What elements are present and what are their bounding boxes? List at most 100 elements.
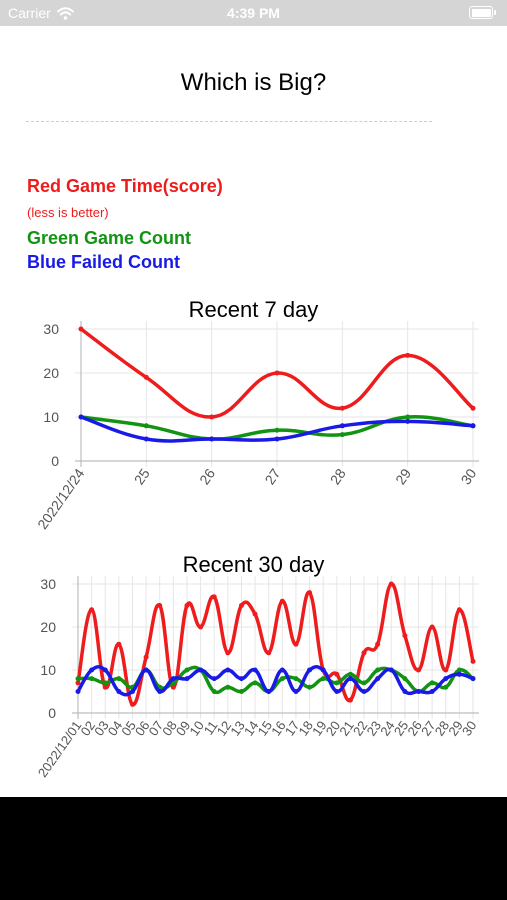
data-point xyxy=(116,689,122,694)
data-point xyxy=(225,684,231,690)
data-point xyxy=(416,667,422,673)
data-point xyxy=(89,667,95,673)
data-point xyxy=(184,603,190,608)
y-tick-label: 10 xyxy=(40,662,56,678)
data-point xyxy=(456,667,462,673)
data-point xyxy=(129,701,135,707)
data-point xyxy=(456,671,462,677)
data-point xyxy=(279,667,285,673)
y-tick-label: 0 xyxy=(51,453,59,469)
data-point xyxy=(211,594,217,600)
x-tick-label: 06 xyxy=(132,718,153,738)
status-right xyxy=(469,6,496,19)
data-point xyxy=(274,427,280,433)
data-point xyxy=(388,667,394,673)
y-tick-label: 0 xyxy=(48,705,56,721)
x-tick-label: 28 xyxy=(432,718,453,738)
data-point xyxy=(388,581,394,587)
data-point xyxy=(75,689,81,694)
x-tick-label: 21 xyxy=(336,718,357,738)
data-point xyxy=(339,405,345,411)
data-point xyxy=(279,676,285,682)
x-tick-label: 16 xyxy=(268,718,289,738)
y-tick-label: 20 xyxy=(40,619,56,635)
data-point xyxy=(225,650,231,656)
data-point xyxy=(320,676,326,682)
data-point xyxy=(143,423,149,429)
legend-blue-label: Blue Failed Count xyxy=(27,252,180,272)
data-point xyxy=(143,667,149,673)
data-point xyxy=(198,667,204,673)
x-tick-label: 2022/12/01 xyxy=(35,718,85,780)
data-point xyxy=(320,667,326,673)
wifi-icon xyxy=(56,6,74,20)
data-point xyxy=(334,671,340,677)
status-left: Carrier xyxy=(8,5,74,21)
x-tick-label: 18 xyxy=(295,718,316,738)
x-tick-label: 27 xyxy=(418,718,439,738)
data-point xyxy=(129,689,135,694)
data-point xyxy=(470,405,476,411)
data-point xyxy=(405,352,411,358)
data-point xyxy=(116,641,122,647)
data-point xyxy=(211,689,217,694)
data-point xyxy=(274,370,280,376)
battery-icon xyxy=(469,6,496,19)
data-point xyxy=(78,414,84,420)
data-point xyxy=(405,414,411,420)
legend-red-note: (less is better) xyxy=(27,205,109,220)
data-point xyxy=(157,603,163,608)
data-point xyxy=(170,676,176,682)
x-tick-label: 22 xyxy=(350,718,371,738)
data-point xyxy=(209,414,215,420)
data-point xyxy=(143,654,149,660)
clock-label: 4:39 PM xyxy=(227,5,280,21)
data-point xyxy=(361,680,367,686)
data-point xyxy=(334,680,340,686)
x-tick-label: 26 xyxy=(404,718,425,738)
data-point xyxy=(252,680,258,686)
data-point xyxy=(143,436,149,442)
data-point xyxy=(184,676,190,682)
data-point xyxy=(293,676,299,682)
x-tick-label: 23 xyxy=(364,718,385,738)
data-point xyxy=(89,676,95,682)
x-tick-label: 17 xyxy=(282,718,303,738)
data-point xyxy=(361,689,367,694)
data-point xyxy=(429,680,435,686)
data-point xyxy=(78,326,84,332)
data-point xyxy=(405,418,411,424)
x-tick-label: 30 xyxy=(459,718,480,738)
data-point xyxy=(252,611,258,617)
data-point xyxy=(334,689,340,694)
data-point xyxy=(470,423,476,429)
data-point xyxy=(238,676,244,682)
data-point xyxy=(116,676,122,682)
x-tick-label: 25 xyxy=(391,718,412,738)
data-point xyxy=(198,624,204,630)
data-point xyxy=(402,689,408,694)
x-tick-label: 15 xyxy=(255,718,276,738)
data-point xyxy=(429,689,435,694)
data-point xyxy=(375,641,381,647)
carrier-label: Carrier xyxy=(8,5,51,21)
x-tick-label: 02 xyxy=(77,718,98,738)
y-tick-label: 10 xyxy=(43,409,59,425)
x-tick-label: 19 xyxy=(309,718,330,738)
x-tick-label: 07 xyxy=(146,718,167,738)
data-point xyxy=(279,598,285,604)
data-point xyxy=(307,667,313,673)
x-tick-label: 20 xyxy=(323,718,344,738)
x-tick-label: 05 xyxy=(118,718,139,738)
page-title: Which is Big? xyxy=(180,69,327,96)
data-point xyxy=(375,676,381,682)
data-point xyxy=(75,676,81,682)
legend-green-label: Green Game Count xyxy=(27,228,192,248)
data-point xyxy=(266,650,272,656)
x-tick-label: 08 xyxy=(159,718,180,738)
data-point xyxy=(102,680,108,686)
y-tick-label: 30 xyxy=(43,321,59,337)
data-point xyxy=(184,667,190,673)
data-point xyxy=(89,607,95,613)
data-point xyxy=(443,667,449,673)
